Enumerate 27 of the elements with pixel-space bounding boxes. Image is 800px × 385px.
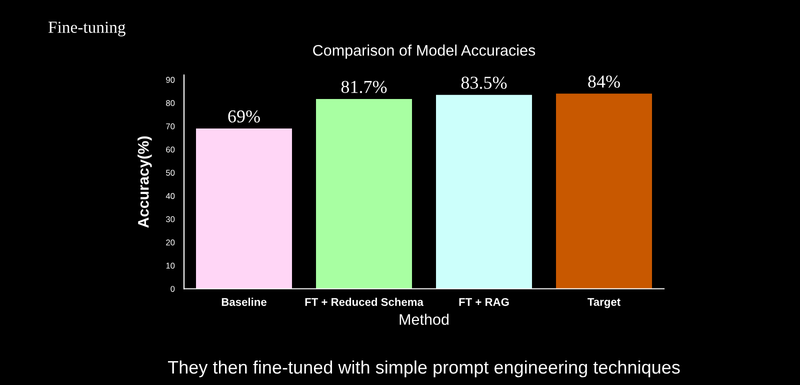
bar <box>196 128 292 289</box>
y-tick-label: 10 <box>166 262 175 269</box>
y-tick-label: 40 <box>166 193 175 199</box>
data-label: 81.7% <box>341 80 387 94</box>
data-label: 84% <box>588 75 620 88</box>
y-axis-title: Accuracy(%) <box>138 136 152 228</box>
y-tick-label: 60 <box>166 146 175 152</box>
data-label: 69% <box>228 110 260 123</box>
y-tick-label: 30 <box>166 216 175 222</box>
y-tick-label: 0 <box>170 286 175 292</box>
text: They then fine-tuned with simple prompt engineering techniques <box>168 360 680 378</box>
chart-subtitle: Fine-tuning <box>48 22 126 36</box>
x-tick-label: FT + RAG <box>459 298 509 306</box>
data-label: 83.5% <box>461 76 507 89</box>
chart-title: Comparison of Model Accuracies <box>313 44 536 59</box>
y-tick-label: 90 <box>166 76 175 83</box>
y-tick-label: 20 <box>166 240 175 246</box>
bar <box>436 94 532 289</box>
bar <box>316 98 412 289</box>
x-tick-label: FT + Reduced Schema <box>305 298 424 306</box>
x-tick-label: Target <box>588 298 620 308</box>
x-axis-title: Method <box>400 314 448 325</box>
bar <box>556 94 652 289</box>
y-tick-label: 70 <box>166 123 175 130</box>
x-tick-label: Baseline <box>222 298 266 306</box>
y-tick-label: 50 <box>166 170 175 176</box>
y-tick-label: 80 <box>166 100 175 106</box>
